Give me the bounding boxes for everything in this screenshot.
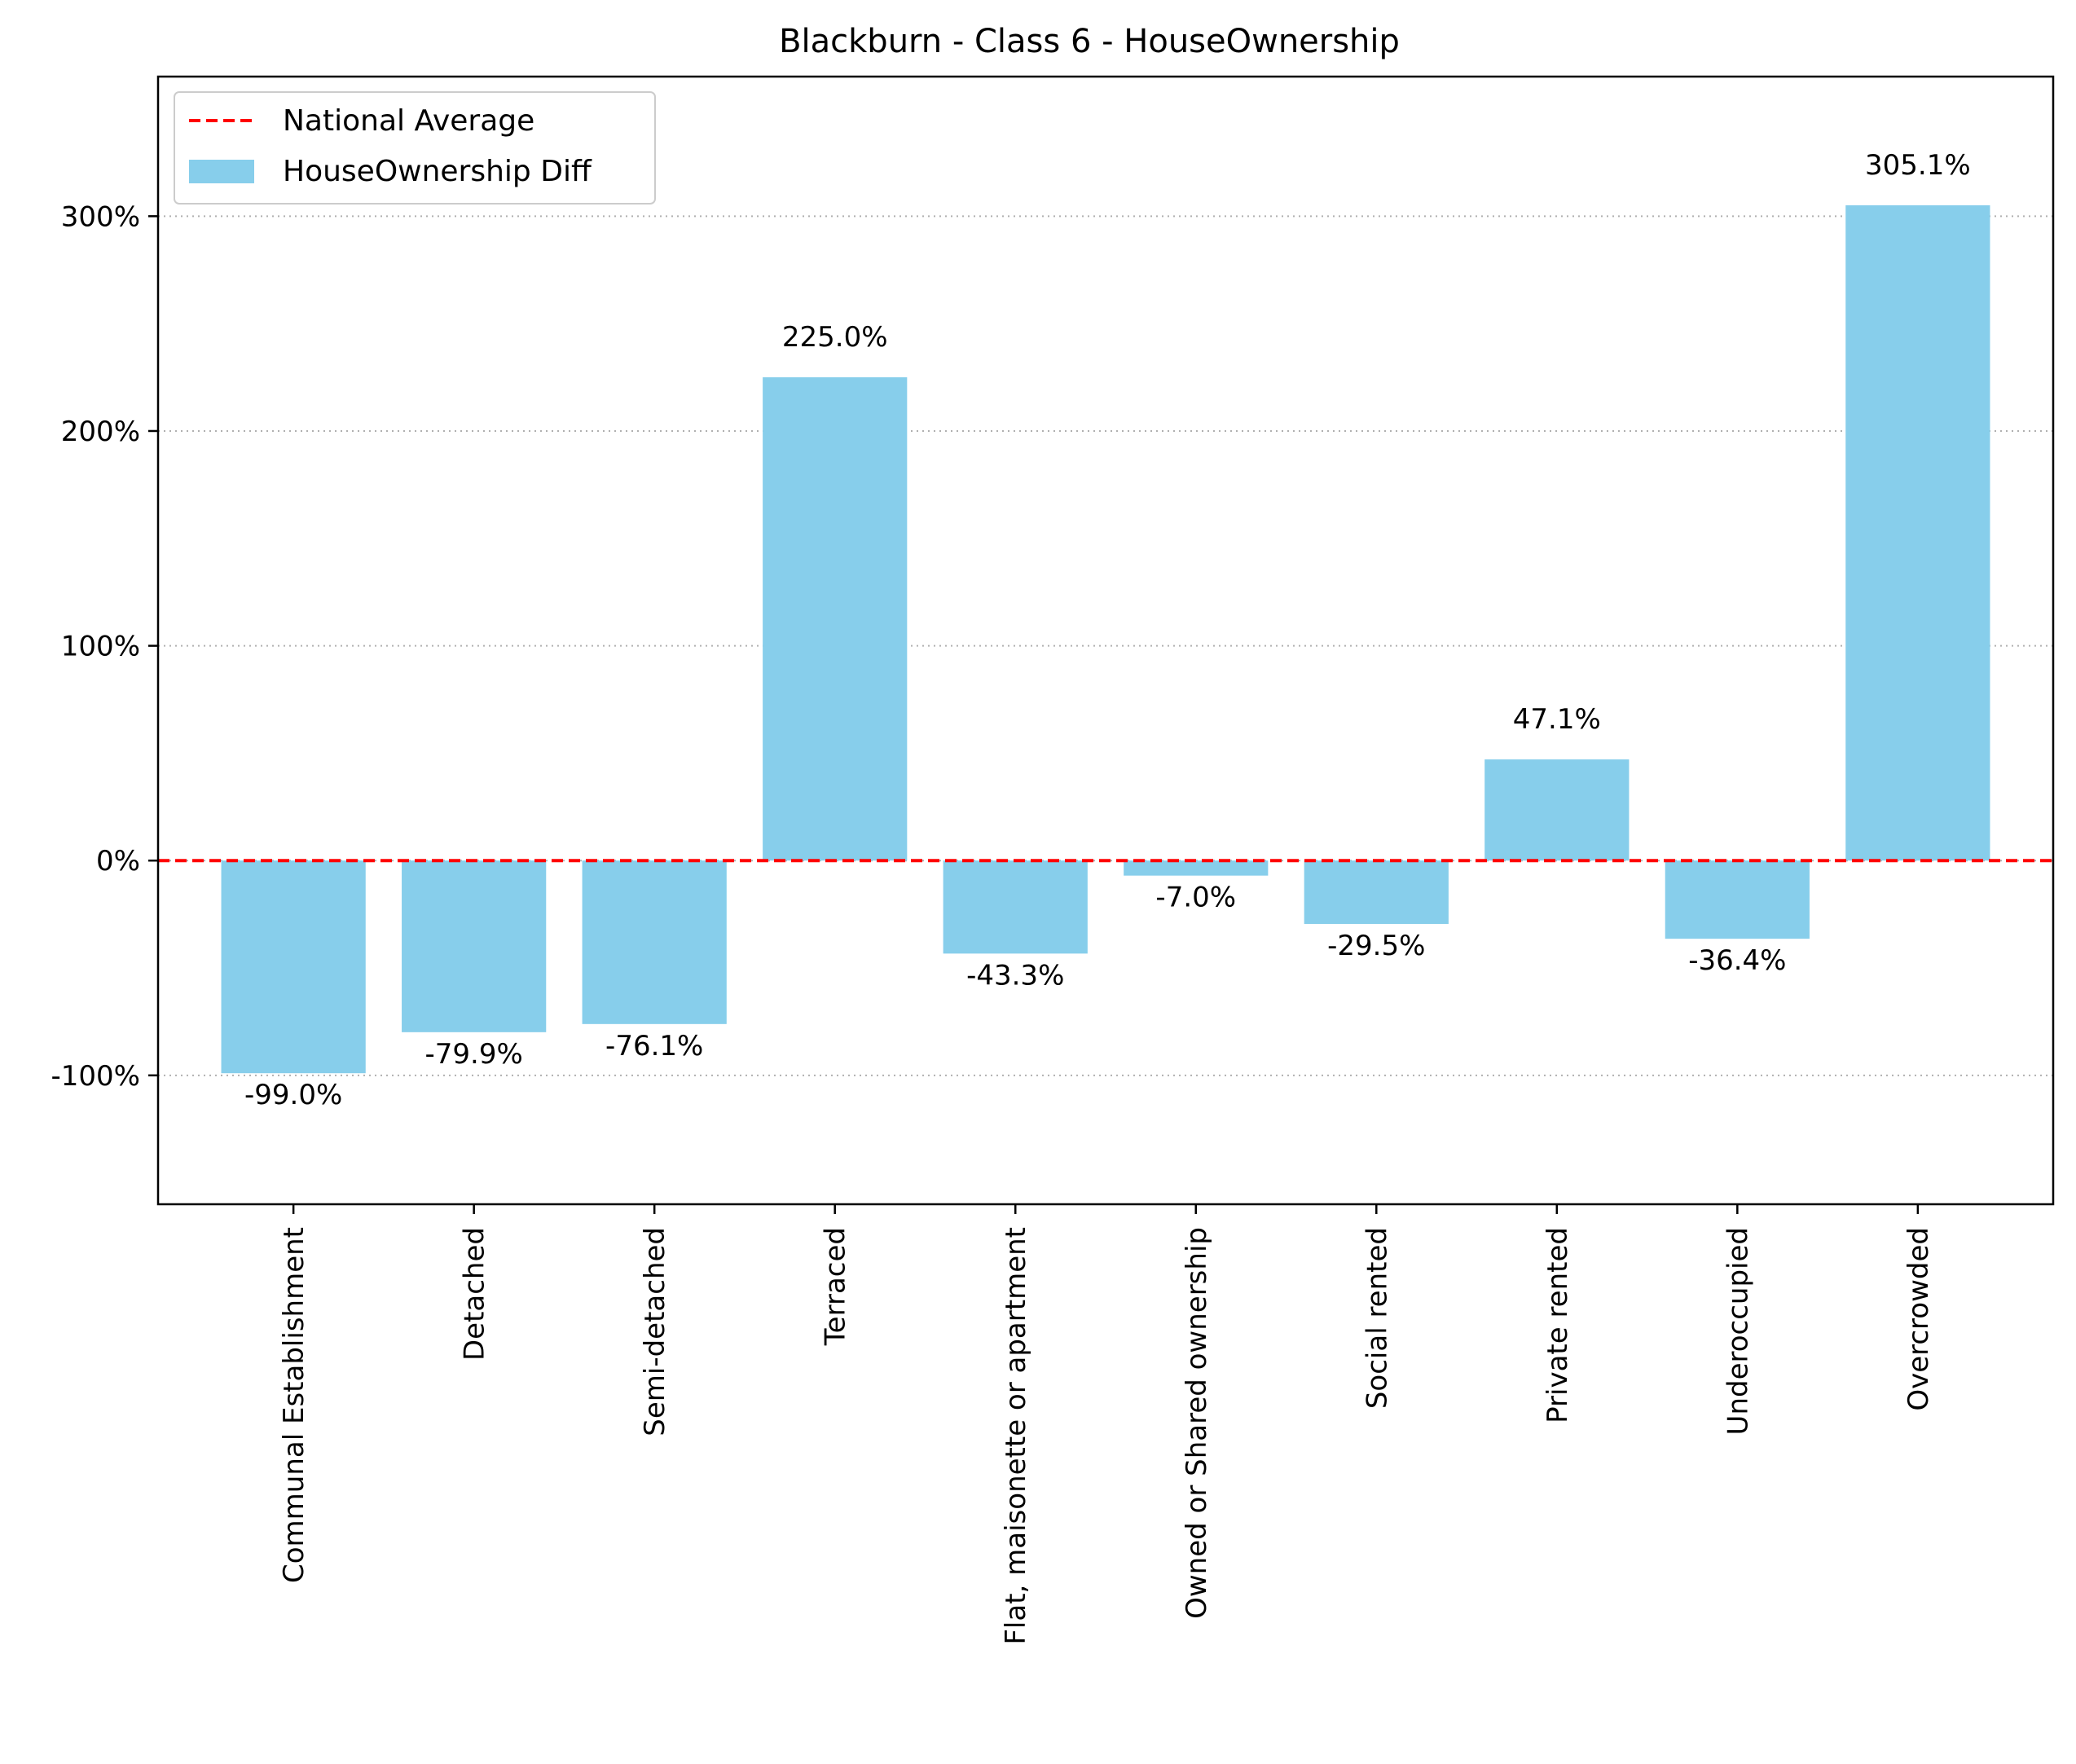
plot-frame xyxy=(156,75,2055,1206)
y-tick-label: 300% xyxy=(61,200,140,233)
bar xyxy=(1304,860,1449,924)
bar-value-label: -36.4% xyxy=(1688,944,1786,977)
y-tick-label: 100% xyxy=(61,631,140,663)
bar-value-label: 225.0% xyxy=(782,321,888,354)
y-tick-label: 0% xyxy=(96,845,140,878)
bar xyxy=(943,860,1088,954)
bar-value-label: -76.1% xyxy=(605,1030,703,1062)
x-tick-label: Underoccupied xyxy=(1722,1227,1754,1435)
bar-value-label: -43.3% xyxy=(966,959,1064,992)
x-tick-label: Social rented xyxy=(1361,1227,1393,1409)
legend-box xyxy=(174,91,656,205)
legend: National Average HouseOwnership Diff xyxy=(174,91,656,205)
bar xyxy=(582,860,727,1024)
y-tick-label: -100% xyxy=(51,1060,140,1093)
x-tick-label: Communal Establishment xyxy=(278,1227,310,1583)
legend-houseownership-diff-swatch xyxy=(189,160,254,183)
bar xyxy=(402,860,547,1032)
chart-title: Blackburn - Class 6 - HouseOwnership xyxy=(779,23,1400,60)
bar-value-label: 47.1% xyxy=(1513,703,1601,736)
x-tick-label: Overcrowded xyxy=(1902,1227,1935,1411)
bar-value-label: -99.0% xyxy=(244,1079,342,1111)
bar xyxy=(1665,860,1810,939)
bars xyxy=(221,205,1990,1074)
x-tick-label: Detached xyxy=(459,1227,491,1361)
bar xyxy=(1484,759,1630,861)
bar-value-label: 305.1% xyxy=(1865,149,1971,182)
legend-national-average-label: National Average xyxy=(283,104,534,138)
bar xyxy=(763,377,908,861)
bar-value-label: -79.9% xyxy=(425,1038,523,1071)
x-axis: Communal Establishment Detached Semi-detac… xyxy=(278,1204,1935,1645)
x-tick-label: Terraced xyxy=(820,1227,852,1346)
x-tick-label: Semi-detached xyxy=(639,1227,671,1436)
bar-labels: -99.0% -79.9% -76.1% 225.0% -43.3% -7.0% -29.5… xyxy=(244,149,1971,1111)
bar xyxy=(221,860,366,1074)
bar-value-label: -7.0% xyxy=(1155,882,1236,914)
bar-value-label: -29.5% xyxy=(1327,930,1425,962)
y-tick-label: 200% xyxy=(61,416,140,448)
x-tick-label: Owned or Shared ownership xyxy=(1181,1227,1213,1619)
x-tick-label: Private rented xyxy=(1542,1227,1574,1423)
bar xyxy=(1124,860,1269,876)
x-tick-label: Flat, maisonette or apartment xyxy=(1000,1227,1032,1645)
y-axis: -100% 0% 100% 200% 300% xyxy=(51,200,158,1093)
bar xyxy=(1845,205,1990,861)
legend-houseownership-diff-label: HouseOwnership Diff xyxy=(283,155,592,188)
